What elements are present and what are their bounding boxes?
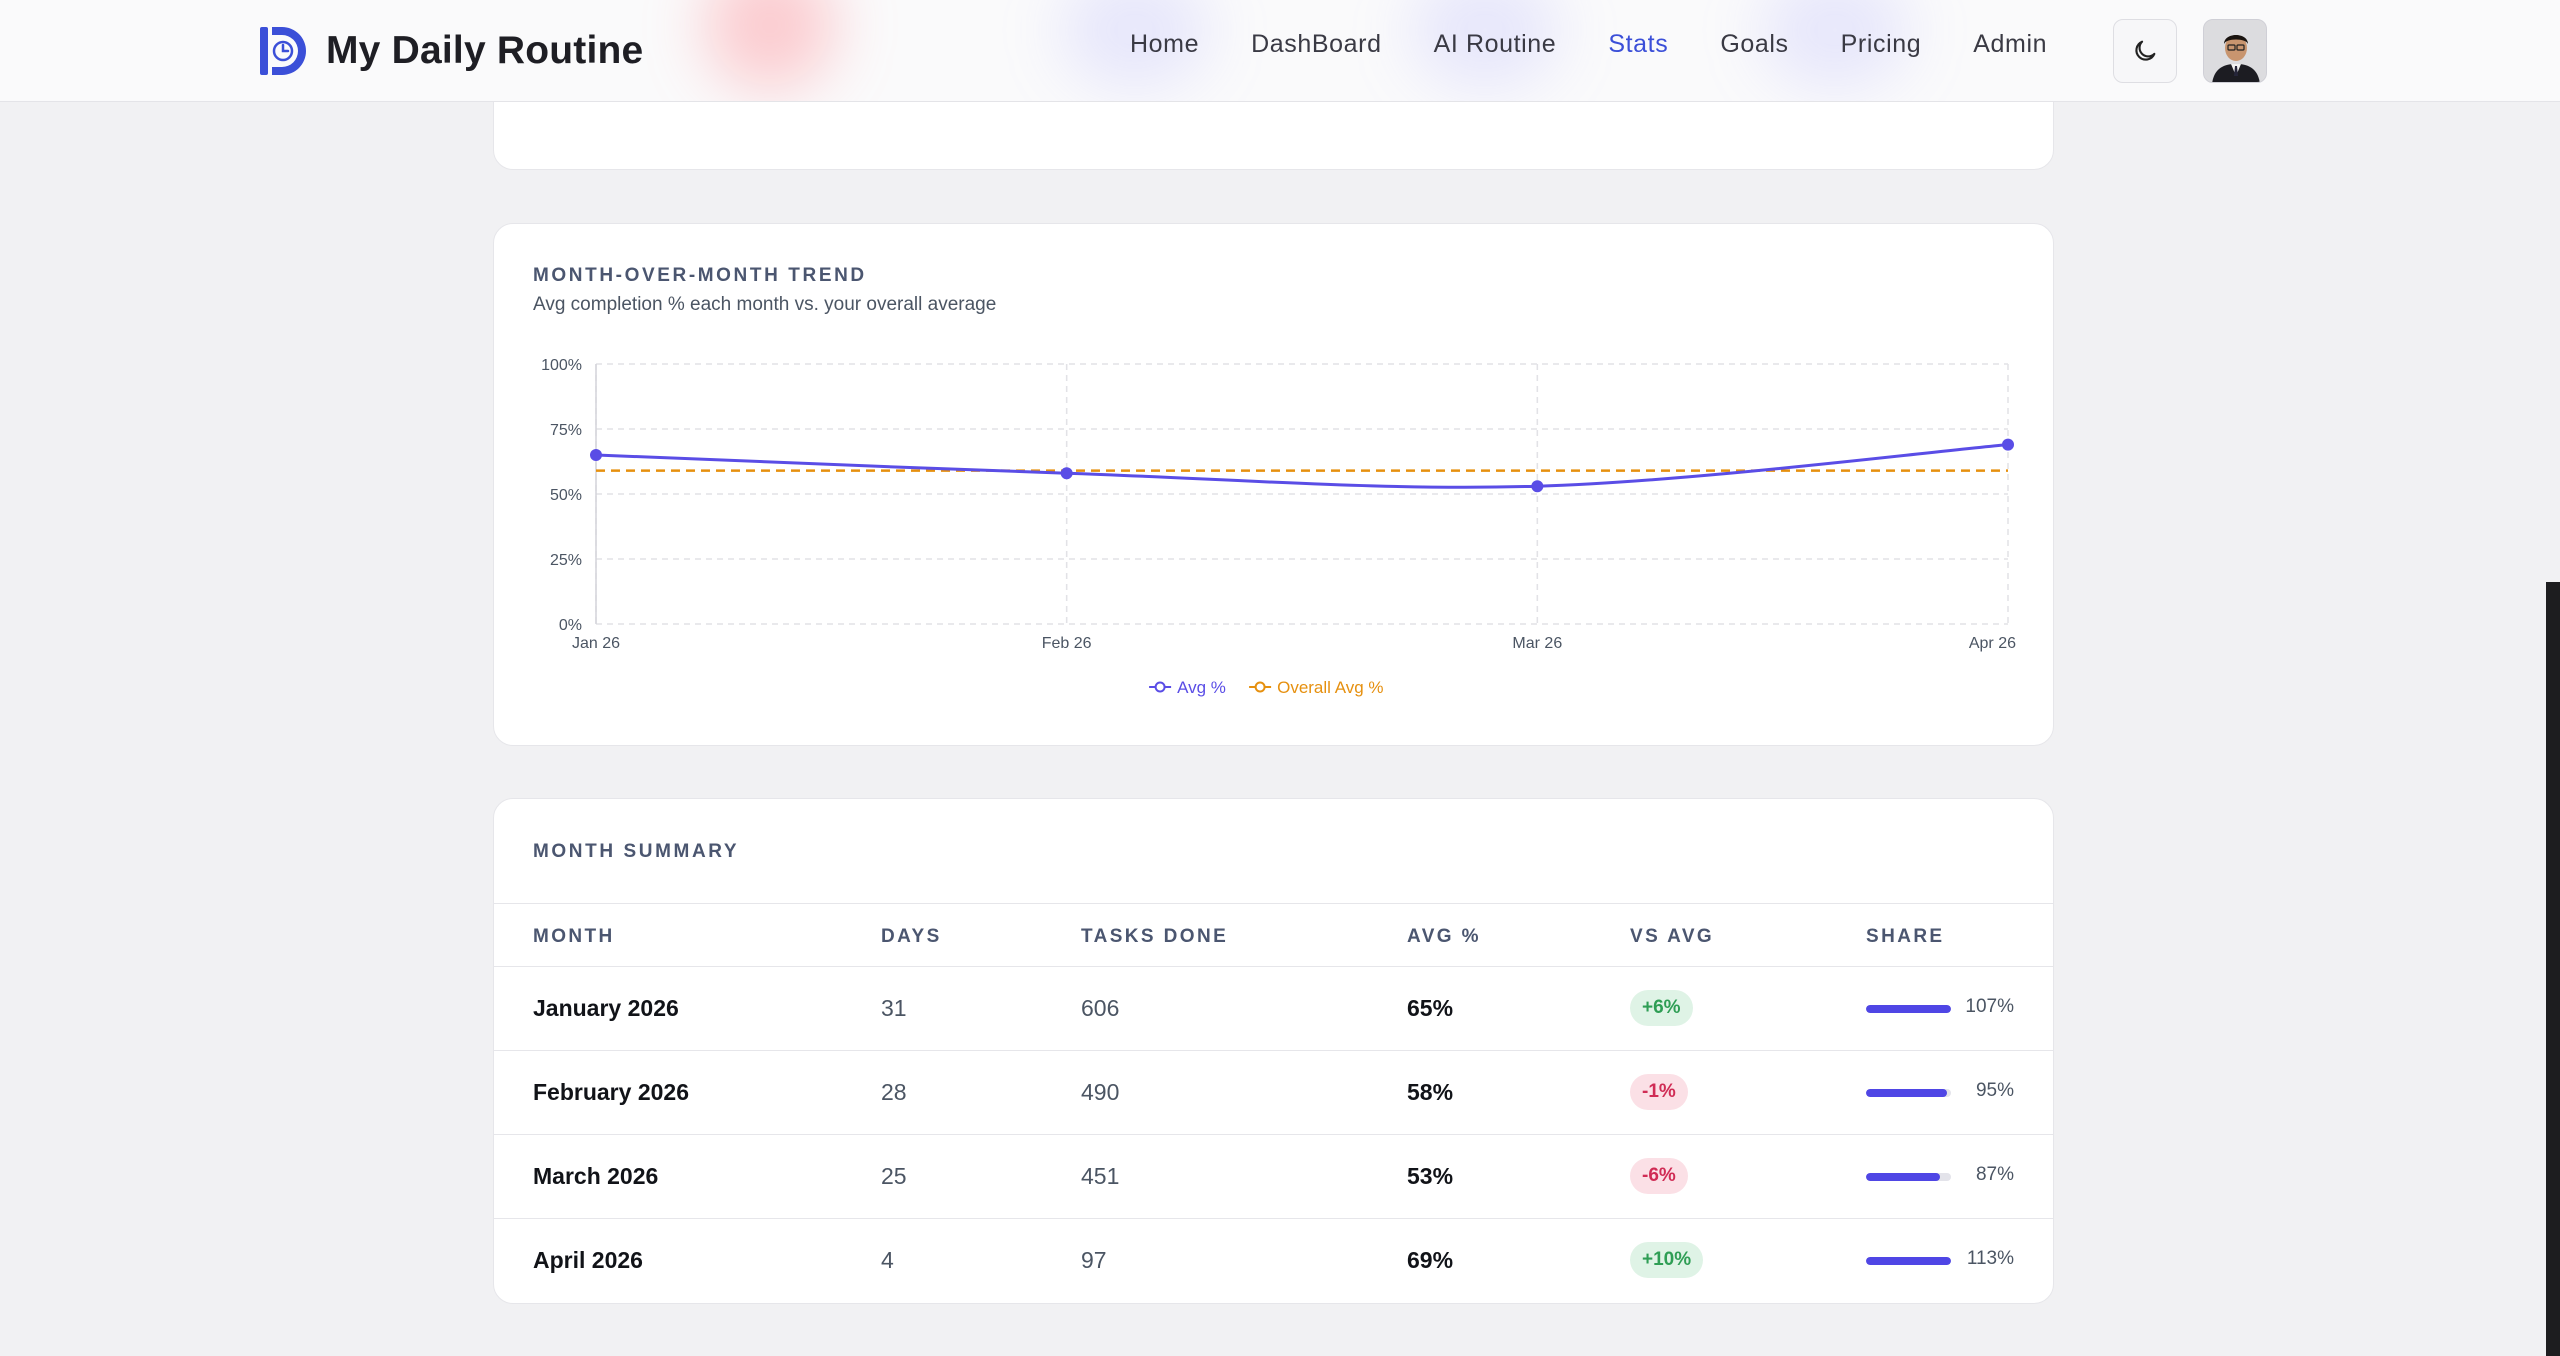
- page-scrollbar[interactable]: [2546, 582, 2560, 1356]
- avg-cell: 53%: [1407, 1163, 1454, 1189]
- x-tick-label: Feb 26: [1042, 635, 1092, 652]
- avg-percent-point: [590, 449, 602, 461]
- avg-percent-point: [2002, 438, 2014, 451]
- summary-table-header: MONTH DAYS TASKS DONE AVG % VS AVG SHARE: [494, 903, 2053, 967]
- col-month: MONTH: [533, 926, 615, 947]
- nav-home[interactable]: Home: [1130, 30, 1200, 58]
- y-tick-label: 50%: [550, 487, 582, 504]
- col-vs-avg: VS AVG: [1630, 926, 1715, 947]
- main-nav: Home DashBoard AI Routine Stats Goals Pr…: [1130, 30, 2099, 59]
- legend-swatch-marker: [1254, 681, 1266, 693]
- month-cell: February 2026: [533, 1079, 689, 1105]
- y-tick-label: 75%: [550, 422, 582, 439]
- summary-title: MONTH SUMMARY: [533, 841, 740, 862]
- table-row: March 2026 25 451 53% -6% 87%: [494, 1135, 2053, 1219]
- tasks-cell: 490: [1081, 1079, 1120, 1105]
- y-tick-label: 0%: [559, 617, 582, 634]
- share-bar-fill: [1866, 1173, 1940, 1181]
- col-tasks-done: TASKS DONE: [1081, 926, 1229, 947]
- y-tick-label: 25%: [550, 552, 582, 569]
- nav-admin[interactable]: Admin: [1973, 30, 2048, 58]
- share-label: 87%: [1975, 1164, 2014, 1185]
- col-share: SHARE: [1866, 926, 1945, 947]
- month-cell: March 2026: [533, 1163, 659, 1189]
- days-cell: 28: [881, 1079, 907, 1105]
- legend-label: Overall Avg %: [1277, 678, 1383, 697]
- nav-goals[interactable]: Goals: [1720, 30, 1789, 58]
- table-row: February 2026 28 490 58% -1% 95%: [494, 1051, 2053, 1135]
- col-avg: AVG %: [1407, 926, 1481, 947]
- theme-toggle-button[interactable]: [2113, 19, 2177, 83]
- clock-logo-icon: [260, 27, 306, 75]
- avg-cell: 69%: [1407, 1247, 1454, 1273]
- table-row: January 2026 31 606 65% +6% 107%: [494, 967, 2053, 1051]
- month-cell: April 2026: [533, 1247, 643, 1273]
- share-bar: [1866, 1173, 1951, 1181]
- vs-avg-badge: +10%: [1630, 1242, 1704, 1278]
- legend-swatch-marker: [1154, 681, 1166, 693]
- table-row: April 2026 4 97 69% +10% 113%: [494, 1219, 2053, 1303]
- nav-pricing[interactable]: Pricing: [1840, 30, 1922, 58]
- share-bar-fill: [1866, 1257, 1951, 1265]
- month-summary-card: MONTH SUMMARY MONTH DAYS TASKS DONE AVG …: [493, 798, 2054, 1304]
- col-days: DAYS: [881, 926, 942, 947]
- tasks-cell: 97: [1081, 1247, 1107, 1273]
- nav-dashboard[interactable]: DashBoard: [1251, 30, 1382, 58]
- trend-title: MONTH-OVER-MONTH TREND: [533, 265, 867, 286]
- nav-ai-routine[interactable]: AI Routine: [1433, 30, 1557, 58]
- share-label: 107%: [1965, 996, 2014, 1017]
- x-tick-label: Apr 26: [1969, 635, 2016, 652]
- nav-stats[interactable]: Stats: [1608, 30, 1669, 58]
- share-label: 113%: [1966, 1248, 2014, 1269]
- share-bar-fill: [1866, 1005, 1951, 1013]
- trend-line-chart: 0% 25% 50% 75% 100% Jan 26 Feb 26 Mar 26 Apr 26 A…: [541, 357, 2016, 697]
- share-bar-fill: [1866, 1089, 1947, 1097]
- tasks-cell: 451: [1081, 1163, 1120, 1189]
- x-tick-label: Jan 26: [572, 635, 620, 652]
- vs-avg-badge: -6%: [1630, 1158, 1688, 1194]
- brand[interactable]: My Daily Routine: [258, 24, 643, 78]
- month-cell: January 2026: [533, 995, 679, 1021]
- share-bar: [1866, 1089, 1951, 1097]
- legend-label: Avg %: [1177, 678, 1226, 697]
- days-cell: 4: [881, 1247, 894, 1273]
- vs-avg-badge: +6%: [1630, 990, 1693, 1026]
- x-tick-label: Mar 26: [1512, 635, 1562, 652]
- avg-percent-point: [1531, 480, 1544, 493]
- y-tick-label: 100%: [541, 357, 582, 374]
- avatar[interactable]: [2203, 19, 2267, 83]
- tasks-cell: 606: [1081, 995, 1120, 1021]
- days-cell: 31: [881, 995, 907, 1021]
- days-cell: 25: [881, 1163, 907, 1189]
- moon-icon: [2135, 40, 2156, 61]
- trend-card: MONTH-OVER-MONTH TREND Avg completion % …: [493, 223, 2054, 746]
- user-avatar-icon: [2204, 20, 2266, 82]
- avg-percent-line: [595, 443, 2009, 489]
- avg-cell: 58%: [1407, 1079, 1454, 1105]
- share-bar: [1866, 1005, 1951, 1013]
- avg-cell: 65%: [1407, 995, 1454, 1021]
- avg-percent-point: [1060, 467, 1073, 480]
- vs-avg-badge: -1%: [1630, 1074, 1688, 1110]
- brand-title: My Daily Routine: [326, 29, 644, 72]
- share-label: 95%: [1975, 1080, 2014, 1101]
- share-bar: [1866, 1257, 1951, 1265]
- top-navbar: My Daily Routine Home DashBoard AI Routi…: [0, 0, 2560, 102]
- trend-subtitle: Avg completion % each month vs. your ove…: [533, 294, 997, 315]
